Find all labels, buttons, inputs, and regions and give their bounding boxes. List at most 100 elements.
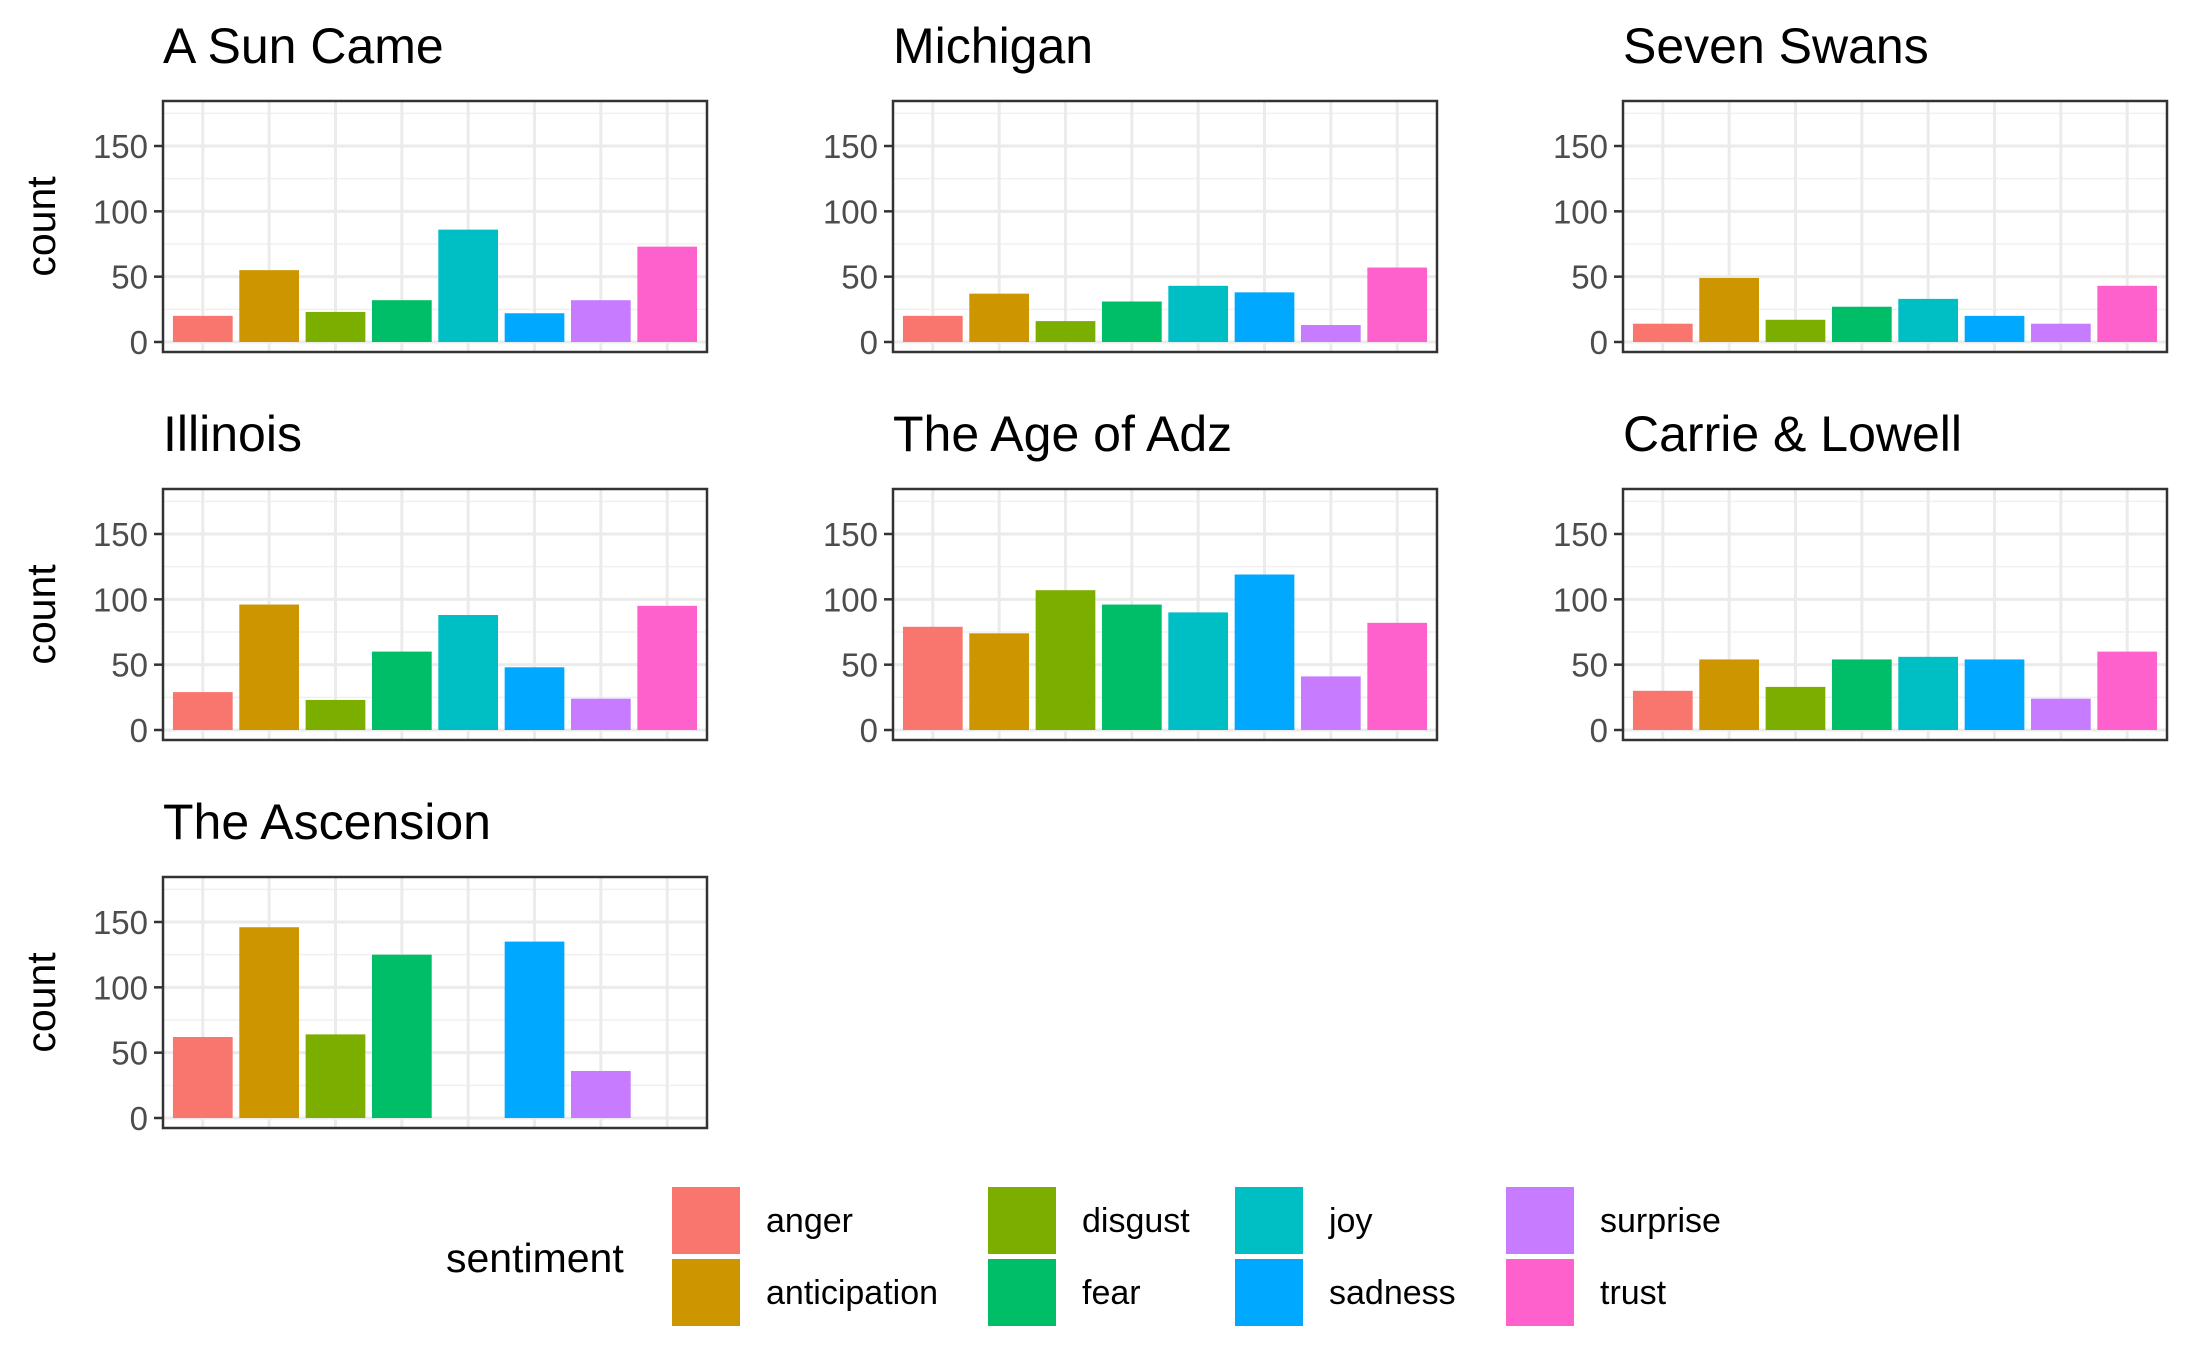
panel-7-title: The Ascension bbox=[163, 794, 491, 850]
panel-3-bar-disgust bbox=[1765, 319, 1826, 342]
panel-6-bar-anticipation bbox=[1699, 659, 1759, 730]
panel-7-ytick-label: 150 bbox=[93, 904, 148, 941]
panel-4-ytick-label: 150 bbox=[93, 516, 148, 553]
panel-1-ytick-label: 50 bbox=[111, 259, 148, 296]
panel-1-border bbox=[161, 99, 709, 354]
panel-6-ytick-label: 150 bbox=[1553, 516, 1608, 553]
panel-2-bar-disgust bbox=[1035, 321, 1096, 342]
panel-6-bar-surprise bbox=[2031, 698, 2091, 730]
panel-7-ytick-label: 50 bbox=[111, 1035, 148, 1072]
panel-3-ytick-label: 100 bbox=[1553, 193, 1608, 230]
panel-3-ytick-label: 50 bbox=[1571, 259, 1608, 296]
panel-1-ylabel: count bbox=[18, 176, 64, 277]
panel-7-bar-surprise bbox=[571, 1070, 631, 1118]
panel-7-ylabel: count bbox=[18, 952, 64, 1053]
panel-7-ytick-label: 0 bbox=[130, 1100, 148, 1137]
panel-4-bar-fear bbox=[371, 651, 432, 730]
panel-3-bar-sadness bbox=[1964, 315, 2025, 342]
legend-label-anticipation: anticipation bbox=[766, 1274, 938, 1312]
panel-2-bar-joy bbox=[1168, 285, 1229, 342]
panel-4-title: Illinois bbox=[163, 406, 302, 462]
panel-7-bar-disgust bbox=[305, 1034, 366, 1118]
panel-6-ytick-label: 50 bbox=[1571, 647, 1608, 684]
legend-key-anticipation bbox=[672, 1259, 740, 1326]
panel-5-bar-disgust bbox=[1035, 590, 1096, 730]
panel-6-bar-anger bbox=[1632, 690, 1693, 730]
panel-3-bar-surprise bbox=[2031, 323, 2091, 342]
panel-6-bar-fear bbox=[1831, 659, 1892, 730]
panel-3-ytick-label: 0 bbox=[1590, 324, 1608, 361]
panel-1-ytick-label: 0 bbox=[130, 324, 148, 361]
panel-5-ytick-label: 100 bbox=[823, 581, 878, 618]
panel-4-ylabel: count bbox=[18, 564, 64, 665]
panel-5-border bbox=[891, 487, 1439, 742]
panel-1-bar-anticipation bbox=[239, 270, 299, 342]
panel-5-title: The Age of Adz bbox=[893, 406, 1232, 462]
legend-key-fear bbox=[988, 1259, 1056, 1326]
panel-7-ytick-label: 100 bbox=[93, 969, 148, 1006]
panel-1-title: A Sun Came bbox=[163, 18, 444, 74]
panel-2-ytick-label: 100 bbox=[823, 193, 878, 230]
panel-3-bar-anger bbox=[1632, 323, 1693, 342]
panel-1-bar-surprise bbox=[571, 300, 631, 342]
panel-4-bar-anger bbox=[172, 692, 233, 730]
panel-7-bar-anger bbox=[172, 1036, 233, 1118]
panel-4-bar-surprise bbox=[571, 698, 631, 730]
panel-1-bar-joy bbox=[438, 229, 499, 342]
panel-3-bar-fear bbox=[1831, 306, 1892, 342]
panel-6-bar-sadness bbox=[1964, 659, 2025, 730]
legend-key-trust bbox=[1506, 1259, 1574, 1326]
panel-7-bar-anticipation bbox=[239, 927, 299, 1118]
legend-label-joy: joy bbox=[1328, 1202, 1372, 1240]
panel-5-ytick-label: 0 bbox=[860, 712, 878, 749]
panel-5-bar-surprise bbox=[1301, 676, 1361, 730]
panel-7-border bbox=[161, 875, 709, 1130]
panel-1-ytick-label: 150 bbox=[93, 128, 148, 165]
panel-6-ytick-label: 100 bbox=[1553, 581, 1608, 618]
legend-key-surprise bbox=[1506, 1187, 1574, 1254]
panel-6-bar-disgust bbox=[1765, 686, 1826, 730]
panel-7-bar-sadness bbox=[504, 941, 565, 1118]
panel-1-bar-disgust bbox=[305, 311, 366, 342]
panel-3-bar-joy bbox=[1898, 298, 1959, 342]
panel-2-bar-surprise bbox=[1301, 325, 1361, 342]
panel-3-border bbox=[1621, 99, 2169, 354]
panel-5-ytick-label: 50 bbox=[841, 647, 878, 684]
panel-2-ytick-label: 50 bbox=[841, 259, 878, 296]
panel-4-bar-disgust bbox=[305, 699, 366, 730]
panel-2-ytick-label: 150 bbox=[823, 128, 878, 165]
panel-1-bar-sadness bbox=[504, 313, 565, 342]
panel-6-ytick-label: 0 bbox=[1590, 712, 1608, 749]
legend-title: sentiment bbox=[446, 1235, 624, 1281]
panel-4-ytick-label: 100 bbox=[93, 581, 148, 618]
panel-2-bar-anger bbox=[902, 315, 963, 342]
panel-4-ytick-label: 0 bbox=[130, 712, 148, 749]
panel-4-border bbox=[161, 487, 709, 742]
panel-2-ytick-label: 0 bbox=[860, 324, 878, 361]
panel-2-bar-anticipation bbox=[969, 293, 1029, 342]
panel-1-ytick-label: 100 bbox=[93, 193, 148, 230]
panel-6-title: Carrie & Lowell bbox=[1623, 406, 1962, 462]
panel-3-title: Seven Swans bbox=[1623, 18, 1929, 74]
panel-5-bar-trust bbox=[1367, 622, 1428, 730]
panel-2-bar-fear bbox=[1101, 301, 1162, 342]
panel-1-bar-trust bbox=[637, 246, 698, 342]
panel-2-bar-sadness bbox=[1234, 292, 1295, 342]
legend-label-fear: fear bbox=[1082, 1274, 1141, 1312]
panel-3-ytick-label: 150 bbox=[1553, 128, 1608, 165]
legend-label-trust: trust bbox=[1600, 1274, 1667, 1312]
panel-4-bar-anticipation bbox=[239, 604, 299, 730]
panel-1-bar-anger bbox=[172, 315, 233, 342]
panel-2-bar-trust bbox=[1367, 267, 1428, 342]
panel-7-bar-fear bbox=[371, 954, 432, 1118]
panel-6-border bbox=[1621, 487, 2169, 742]
panel-3-bar-anticipation bbox=[1699, 277, 1759, 342]
panel-6-bar-joy bbox=[1898, 656, 1959, 730]
legend-label-surprise: surprise bbox=[1600, 1202, 1721, 1240]
panel-1-bar-fear bbox=[371, 300, 432, 342]
panel-3-bar-trust bbox=[2097, 285, 2158, 342]
panel-4-bar-sadness bbox=[504, 667, 565, 730]
panel-5-ytick-label: 150 bbox=[823, 516, 878, 553]
